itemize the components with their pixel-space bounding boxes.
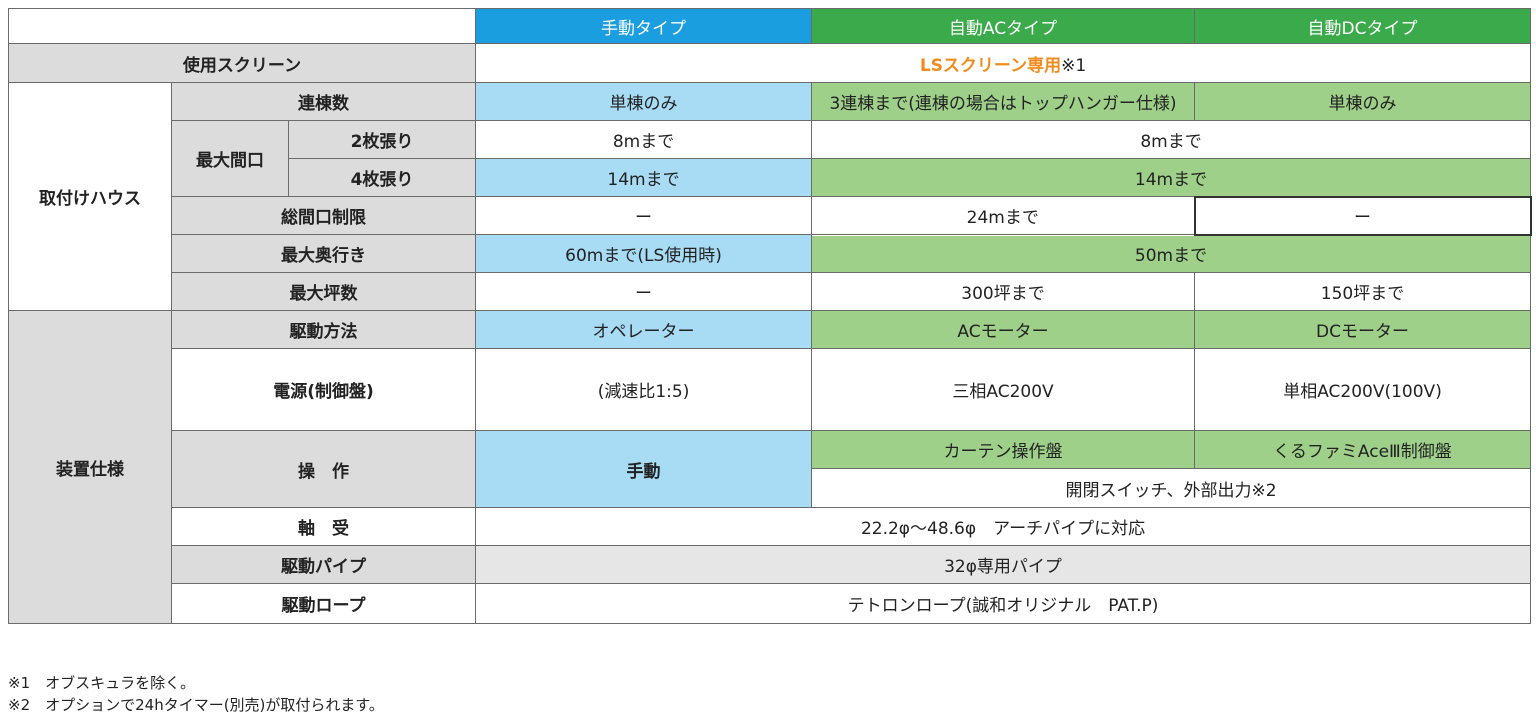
row-label-rope: 駆動ロープ xyxy=(170,583,477,624)
pipe-value: 32φ専用パイプ xyxy=(475,545,1532,584)
operation-manual: 手動 xyxy=(475,430,813,508)
power-auto-ac: 三相AC200V xyxy=(811,348,1196,431)
row-label-power: 電源(制御盤) xyxy=(170,348,477,431)
row-drive: 装置仕様 駆動方法 オペレーター ACモーター DCモーター xyxy=(8,310,1532,624)
footnotes: ※1 オブスキュラを除く。 ※2 オプションで24hタイマー(別売)が取付られま… xyxy=(8,672,384,716)
bearing-value: 22.2φ〜48.6φ アーチパイプに対応 xyxy=(475,507,1532,546)
spec-table: 手動タイプ 自動ACタイプ 自動DCタイプ 使用スクリーン LSスクリーン専用※… xyxy=(7,8,1532,624)
drive-auto-ac: ACモーター xyxy=(811,310,1196,349)
spans-manual: 単棟のみ xyxy=(475,82,813,121)
col-header-manual: 手動タイプ xyxy=(475,8,813,44)
row-total-width: 総間口制限 ー 24mまで ー xyxy=(9,195,1532,236)
col-header-auto-dc: 自動DCタイプ xyxy=(1194,8,1532,44)
operation-auto-dc: くるファミAceⅢ制御盤 xyxy=(1194,430,1532,469)
max-area-manual: ー xyxy=(475,272,813,311)
spans-auto-dc: 単棟のみ xyxy=(1194,82,1532,121)
col-header-auto-ac: 自動ACタイプ xyxy=(811,8,1196,44)
row-pipe: 駆動パイプ 32φ専用パイプ xyxy=(9,545,1532,584)
max-depth-manual: 60mまで(LS使用時) xyxy=(475,234,813,273)
row-max-width-four: 4枚張り 14mまで 14mまで xyxy=(9,158,1532,197)
header-corner xyxy=(7,8,477,44)
row-max-depth: 最大奥行き 60mまで(LS使用時) 50mまで xyxy=(9,234,1532,273)
total-width-manual: ー xyxy=(475,196,813,235)
row-bearing: 軸 受 22.2φ〜48.6φ アーチパイプに対応 xyxy=(9,507,1532,546)
four-sheets-manual: 14mまで xyxy=(475,158,813,197)
row-label-two-sheets: 2枚張り xyxy=(287,120,477,159)
max-depth-auto: 50mまで xyxy=(811,234,1532,273)
row-label-max-width: 最大間口 xyxy=(171,120,289,197)
row-label-operation: 操 作 xyxy=(170,430,477,508)
row-label-pipe: 駆動パイプ xyxy=(170,545,477,584)
total-width-auto-ac: 24mまで xyxy=(811,196,1196,235)
row-operation-top: 操 作 手動 カーテン操作盤 くるファミAceⅢ制御盤 xyxy=(9,430,1532,508)
row-label-total-width: 総間口制限 xyxy=(170,196,477,235)
operation-auto-common: 開閉スイッチ、外部出力※2 xyxy=(811,468,1532,508)
row-max-area: 最大坪数 ー 300坪まで 150坪まで xyxy=(9,272,1532,311)
operation-auto-ac: カーテン操作盤 xyxy=(811,430,1196,469)
two-sheets-auto: 8mまで xyxy=(811,120,1532,159)
screen-value-main: LSスクリーン専用 xyxy=(919,55,1062,76)
row-power: 電源(制御盤) (減速比1:5) 三相AC200V 単相AC200V(100V) xyxy=(9,348,1532,431)
row-label-spans: 連棟数 xyxy=(170,82,477,121)
four-sheets-auto: 14mまで xyxy=(811,158,1532,197)
row-label-screen: 使用スクリーン xyxy=(7,43,477,83)
total-width-auto-dc: ー xyxy=(1193,195,1532,236)
group-label-house: 取付けハウス xyxy=(8,82,172,311)
row-spans: 取付けハウス 連棟数 単棟のみ 3連棟まで(連棟の場合はトップハンガー仕様) 単… xyxy=(8,82,1532,311)
drive-auto-dc: DCモーター xyxy=(1194,310,1532,349)
two-sheets-manual: 8mまで xyxy=(475,120,813,159)
row-label-bearing: 軸 受 xyxy=(170,507,477,546)
spans-auto-ac: 3連棟まで(連棟の場合はトップハンガー仕様) xyxy=(811,82,1196,121)
row-screen: 使用スクリーン LSスクリーン専用※1 xyxy=(7,43,1532,83)
drive-manual: オペレーター xyxy=(475,310,813,349)
row-rope: 駆動ロープ テトロンロープ(誠和オリジナル PAT.P) xyxy=(9,583,1532,624)
footnote-1: ※1 オブスキュラを除く。 xyxy=(8,674,196,692)
max-area-auto-dc: 150坪まで xyxy=(1194,272,1532,311)
row-operation-bottom: 開閉スイッチ、外部出力※2 xyxy=(9,468,1532,508)
row-max-width-two: 最大間口 2枚張り 8mまで 8mまで xyxy=(9,120,1532,197)
row-label-drive: 駆動方法 xyxy=(170,310,477,349)
screen-value: LSスクリーン専用※1 xyxy=(475,43,1532,83)
header-row: 手動タイプ 自動ACタイプ 自動DCタイプ xyxy=(7,8,1532,44)
screen-value-suffix: ※1 xyxy=(1061,55,1087,76)
power-manual: (減速比1:5) xyxy=(475,348,813,431)
row-label-four-sheets: 4枚張り xyxy=(287,158,477,197)
max-area-auto-ac: 300坪まで xyxy=(811,272,1196,311)
group-label-device: 装置仕様 xyxy=(8,310,172,624)
rope-value: テトロンロープ(誠和オリジナル PAT.P) xyxy=(475,583,1532,624)
power-auto-dc: 単相AC200V(100V) xyxy=(1194,348,1532,431)
row-label-max-depth: 最大奥行き xyxy=(170,234,477,273)
footnote-2: ※2 オプションで24hタイマー(別売)が取付られます。 xyxy=(8,696,384,714)
row-label-max-area: 最大坪数 xyxy=(170,272,477,311)
